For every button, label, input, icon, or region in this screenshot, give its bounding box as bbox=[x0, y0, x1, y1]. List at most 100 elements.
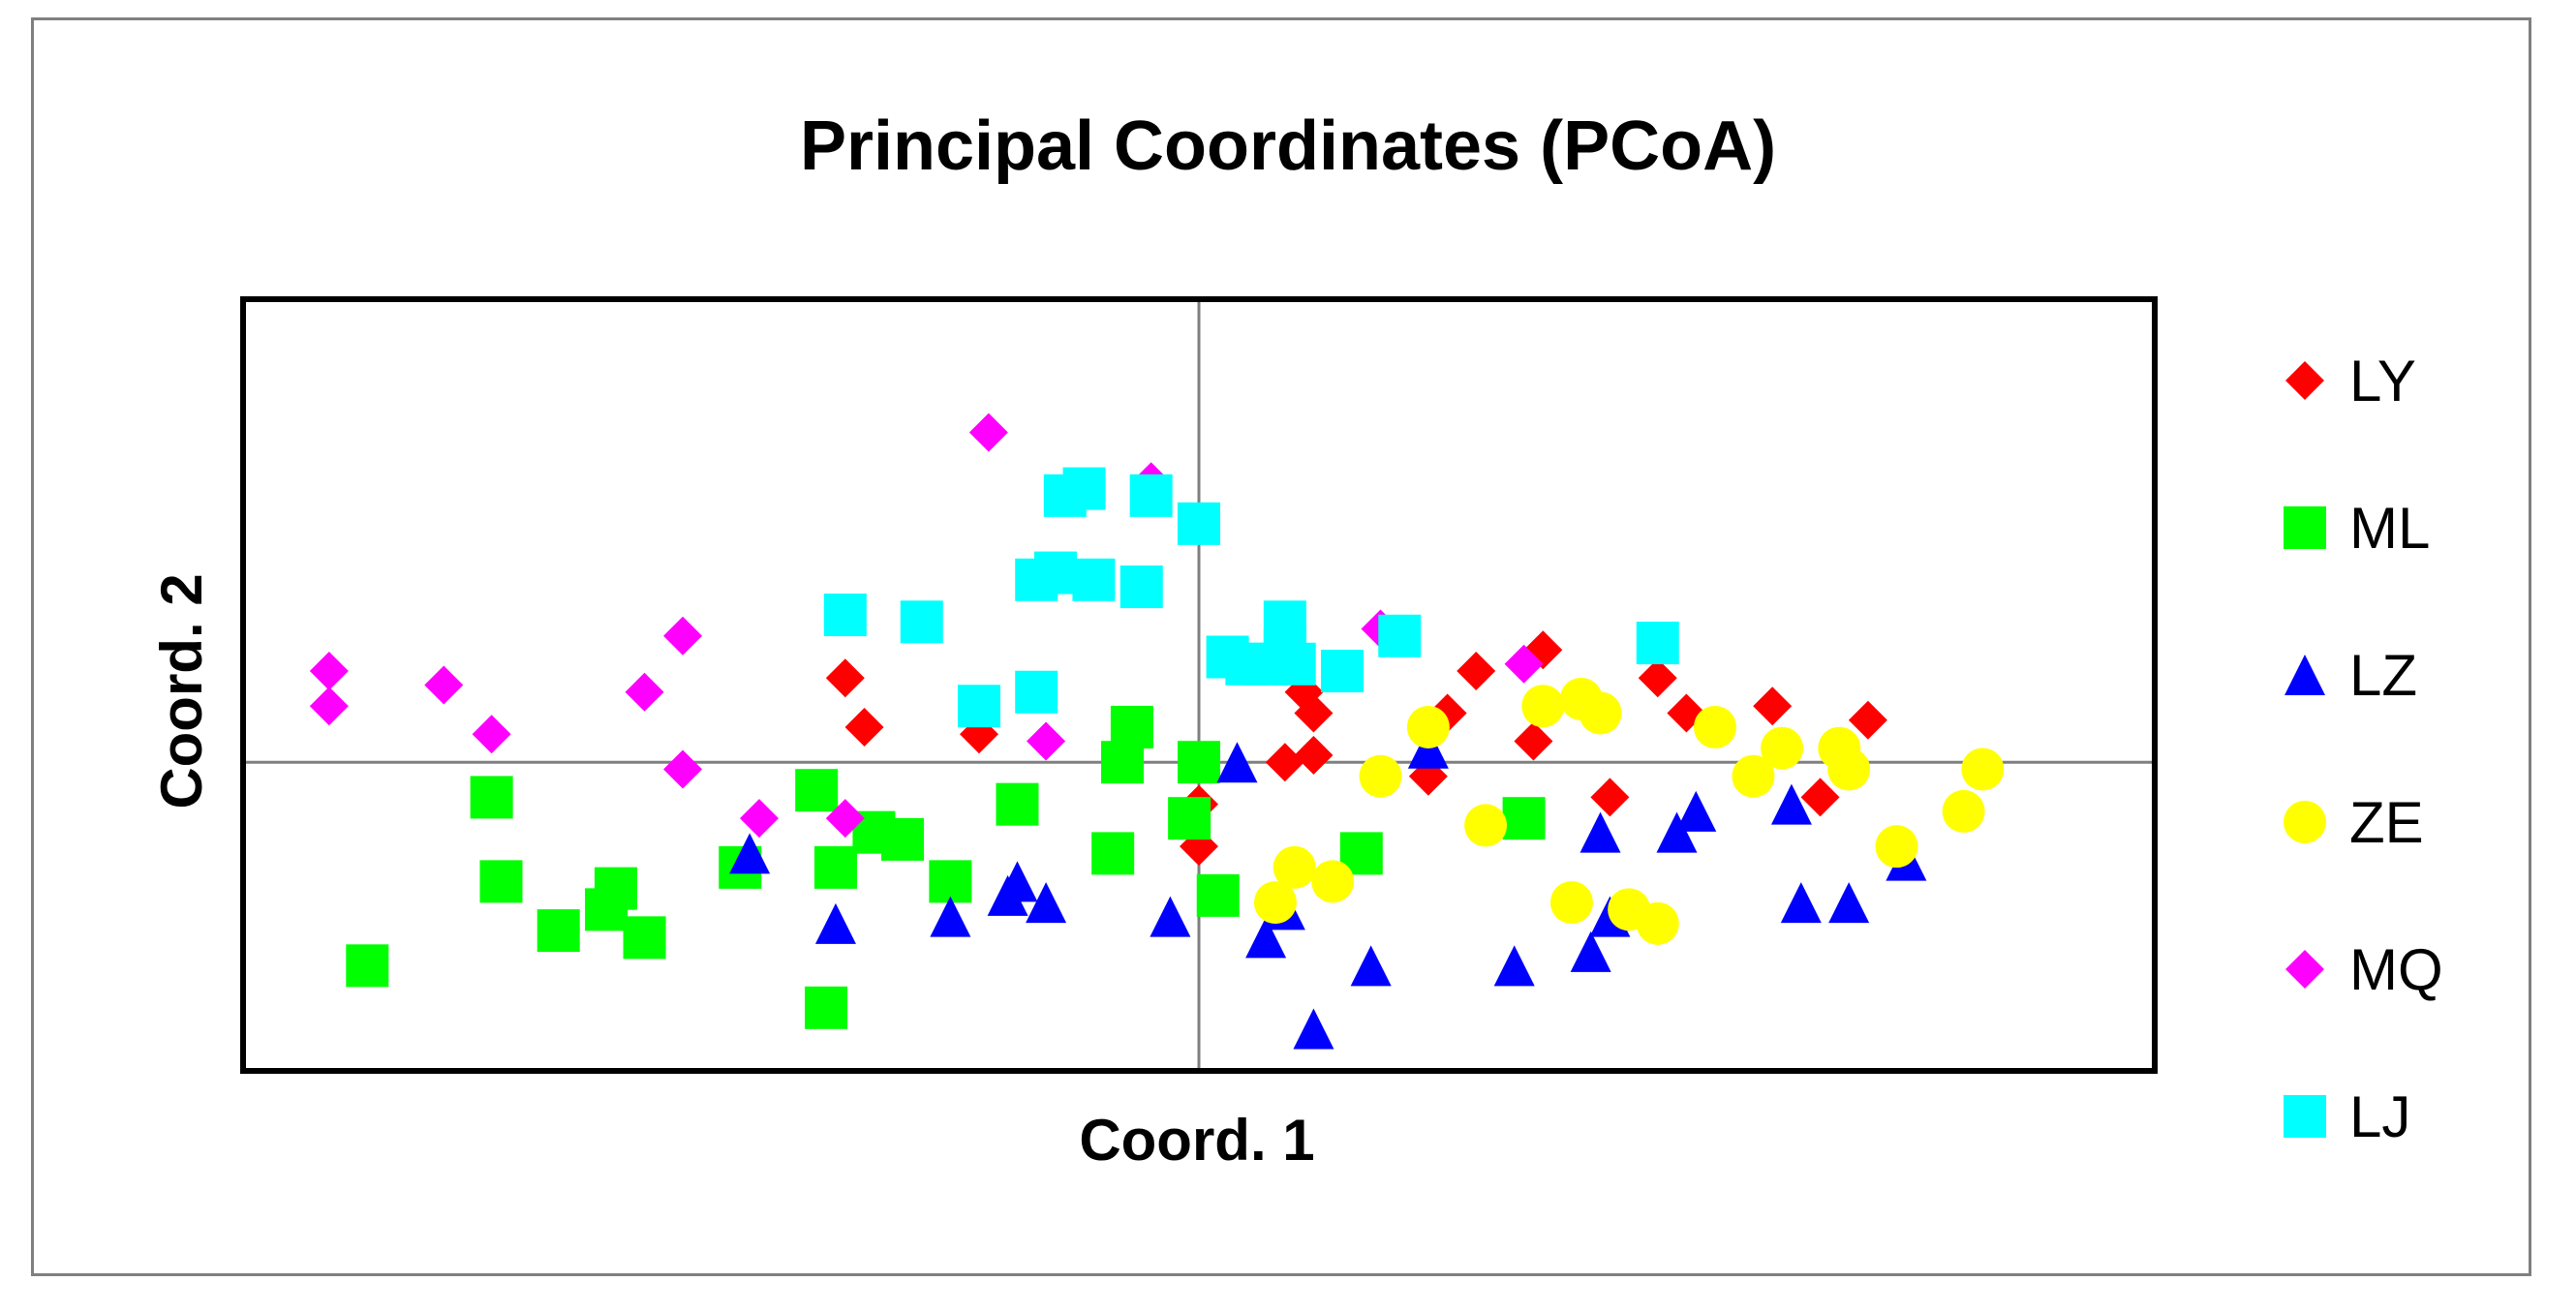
point-ml-6 bbox=[594, 867, 637, 910]
point-mq-6 bbox=[663, 616, 703, 656]
legend-marker-lz bbox=[2285, 655, 2325, 695]
legend-marker-ze bbox=[2284, 801, 2326, 843]
point-lz-18 bbox=[1656, 811, 1698, 853]
point-ly-10 bbox=[1457, 652, 1496, 691]
point-lz-20 bbox=[1770, 783, 1812, 825]
point-mq-4 bbox=[472, 715, 511, 754]
point-mq-3 bbox=[424, 665, 464, 705]
legend-label-lj: LJ bbox=[2349, 1084, 2410, 1149]
point-ze-18 bbox=[1875, 825, 1918, 869]
point-ze-13 bbox=[1693, 705, 1736, 748]
point-ze-12 bbox=[1636, 901, 1679, 945]
point-mq-8 bbox=[739, 799, 779, 839]
point-lj-18 bbox=[1273, 642, 1316, 686]
point-ze-1 bbox=[1253, 881, 1297, 925]
point-lj-11 bbox=[1129, 473, 1173, 517]
point-lz-11 bbox=[1293, 1008, 1334, 1050]
point-ml-13 bbox=[881, 817, 925, 861]
point-ml-21 bbox=[1168, 797, 1211, 840]
chart-title: Principal Coordinates (PCoA) bbox=[800, 107, 1776, 185]
point-ml-15 bbox=[996, 782, 1039, 826]
legend-label-ze: ZE bbox=[2349, 790, 2424, 855]
point-ly-6 bbox=[1294, 735, 1334, 775]
point-ly-14 bbox=[1638, 658, 1677, 698]
legend-marker-ly bbox=[2285, 361, 2324, 400]
point-lj-21 bbox=[1636, 622, 1679, 665]
legend: LY ML LZ ZE MQ LJ bbox=[2284, 349, 2443, 1149]
point-lj-1 bbox=[823, 594, 867, 637]
point-ze-4 bbox=[1359, 754, 1402, 798]
point-ze-19 bbox=[1942, 789, 1985, 833]
point-ze-17 bbox=[1827, 748, 1871, 791]
point-lz-22 bbox=[1828, 882, 1870, 924]
plot-area bbox=[240, 296, 2158, 1074]
point-lj-2 bbox=[900, 600, 943, 644]
point-lj-4 bbox=[1015, 670, 1058, 714]
plot-border bbox=[240, 296, 2158, 1074]
point-ml-14 bbox=[929, 860, 972, 903]
legend-label-lz: LZ bbox=[2349, 643, 2417, 708]
point-ly-7 bbox=[1265, 743, 1304, 782]
point-ml-20 bbox=[1196, 873, 1240, 917]
point-lz-2 bbox=[814, 902, 856, 944]
legend-marker-mq bbox=[2285, 950, 2324, 989]
point-lz-15 bbox=[1570, 931, 1611, 972]
legend-label-ly: LY bbox=[2349, 349, 2416, 413]
point-lj-20 bbox=[1378, 614, 1422, 657]
point-ly-17 bbox=[1800, 778, 1840, 817]
point-ly-1 bbox=[825, 658, 865, 698]
point-ml-18 bbox=[1110, 705, 1153, 748]
point-ze-10 bbox=[1549, 881, 1593, 925]
point-ly-5 bbox=[1294, 693, 1334, 733]
point-lj-8 bbox=[1062, 467, 1106, 510]
point-lz-21 bbox=[1780, 882, 1822, 924]
point-ml-16 bbox=[1091, 832, 1135, 875]
point-lz-16 bbox=[1579, 811, 1621, 853]
point-ml-7 bbox=[623, 916, 666, 960]
point-lj-9 bbox=[1072, 558, 1116, 601]
point-ze-6 bbox=[1464, 804, 1508, 847]
point-lj-12 bbox=[1178, 502, 1220, 545]
point-lz-14 bbox=[1493, 945, 1535, 987]
point-ml-4 bbox=[537, 909, 580, 953]
point-ml-2 bbox=[470, 776, 513, 819]
point-lj-19 bbox=[1321, 650, 1365, 693]
point-ze-2 bbox=[1273, 845, 1316, 889]
point-ly-16 bbox=[1753, 687, 1793, 726]
point-lz-7 bbox=[1150, 896, 1191, 937]
point-lz-5 bbox=[997, 861, 1038, 902]
point-mq-10 bbox=[968, 412, 1008, 452]
point-lz-1 bbox=[729, 833, 771, 874]
point-ze-14 bbox=[1732, 754, 1775, 798]
point-lj-10 bbox=[1119, 565, 1163, 609]
point-mq-9 bbox=[825, 799, 865, 839]
point-ze-7 bbox=[1521, 685, 1565, 728]
point-lz-8 bbox=[1216, 742, 1258, 783]
point-mq-5 bbox=[625, 672, 664, 712]
point-ml-9 bbox=[795, 769, 839, 812]
point-ml-1 bbox=[346, 944, 389, 988]
point-mq-7 bbox=[663, 749, 703, 789]
point-lz-12 bbox=[1350, 945, 1392, 987]
legend-marker-ml bbox=[2284, 506, 2326, 549]
point-mq-14 bbox=[1504, 644, 1544, 684]
scatter-markers bbox=[309, 412, 2005, 1050]
point-ml-11 bbox=[813, 845, 857, 889]
legend-marker-lj bbox=[2284, 1095, 2326, 1138]
point-ze-5 bbox=[1406, 705, 1450, 748]
point-lz-3 bbox=[930, 896, 971, 937]
point-lj-3 bbox=[957, 685, 1000, 728]
point-ml-23 bbox=[1502, 797, 1546, 840]
point-lz-19 bbox=[1675, 790, 1717, 832]
point-ze-15 bbox=[1761, 726, 1804, 770]
point-mq-1 bbox=[309, 652, 349, 691]
y-axis-title: Coord. 2 bbox=[149, 573, 214, 809]
point-ze-3 bbox=[1311, 860, 1355, 903]
point-ly-2 bbox=[844, 707, 884, 747]
point-ml-10 bbox=[805, 986, 848, 1029]
point-ze-9 bbox=[1579, 691, 1622, 735]
point-ml-3 bbox=[479, 860, 523, 903]
point-mq-11 bbox=[1027, 721, 1066, 761]
point-ly-18 bbox=[1848, 700, 1887, 740]
